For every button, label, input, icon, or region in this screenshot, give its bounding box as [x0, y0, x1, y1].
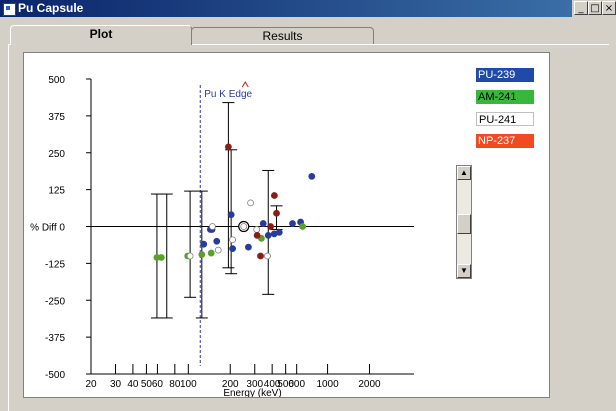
- y-tick-label: 375: [48, 112, 65, 123]
- k-edge-label: Pu K Edge: [204, 89, 252, 100]
- up-arrow-icon: ▲: [460, 168, 468, 177]
- x-tick-label: 300: [246, 379, 263, 390]
- x-tick-label: 1000: [316, 379, 339, 390]
- data-point-pu-241: [247, 199, 254, 207]
- x-tick-label: 30: [110, 379, 122, 390]
- data-point-np-237: [273, 209, 280, 217]
- data-point-pu-239: [227, 211, 235, 219]
- x-tick-label: 20: [85, 379, 97, 390]
- x-tick-label: 40: [127, 379, 139, 390]
- legend-am241: AM-241: [476, 90, 534, 104]
- data-point-pu-239: [229, 245, 237, 253]
- scroll-up-button[interactable]: ▲: [457, 166, 471, 180]
- x-tick-label: 100: [180, 379, 197, 390]
- data-point-pu-241: [240, 223, 248, 230]
- x-tick-label: 80: [169, 379, 181, 390]
- close-button[interactable]: ×: [602, 1, 616, 15]
- data-point-np-237: [224, 143, 232, 151]
- maximize-button[interactable]: □: [588, 1, 602, 15]
- vertical-scrollbar[interactable]: ▲ ▼: [456, 165, 472, 279]
- data-point-np-237: [257, 252, 264, 260]
- y-tick-label: % Diff 0: [30, 223, 65, 234]
- tab-plot[interactable]: Plot: [10, 25, 192, 45]
- data-point-pu-241: [186, 252, 194, 260]
- x-tick-label: 500: [277, 379, 294, 390]
- title-bar: Pu Capsule: [0, 0, 572, 17]
- x-tick-label: 200: [222, 379, 239, 390]
- data-point-pu-241: [214, 246, 222, 254]
- tab-results[interactable]: Results: [191, 27, 374, 44]
- y-tick-label: 500: [48, 75, 65, 86]
- legend-pu239: PU-239: [476, 68, 534, 82]
- x-axis-label: Energy (keV): [223, 388, 281, 397]
- data-point-am-241: [207, 249, 215, 257]
- data-point-pu-241: [253, 226, 261, 233]
- data-point-pu-239: [213, 237, 221, 245]
- data-point-np-237: [270, 192, 278, 199]
- y-tick-label: 250: [48, 149, 65, 160]
- chart-svg: 500 375 250 125 % Diff 0 -125 -250 -375 -500 20 30…: [30, 75, 414, 399]
- y-tick-label: -375: [45, 333, 65, 344]
- y-tick-label: -500: [45, 370, 65, 381]
- window-title: Pu Capsule: [18, 1, 84, 15]
- y-tick-label: -250: [45, 296, 65, 307]
- y-tick-label: -125: [45, 259, 65, 270]
- data-point-pu-239: [264, 231, 272, 239]
- tab-strip: Plot Results: [0, 17, 616, 45]
- data-point-pu-239: [308, 172, 316, 180]
- data-point-np-237: [267, 223, 275, 230]
- scroll-thumb[interactable]: [457, 214, 471, 234]
- x-tick-label: 2000: [358, 379, 381, 390]
- y-tick-label: 125: [48, 186, 65, 197]
- data-point-pu-239: [244, 243, 252, 251]
- data-point-pu-239: [259, 220, 267, 227]
- data-point-np-237: [253, 231, 261, 239]
- k-edge-marker: [241, 81, 249, 88]
- data-point-pu-241: [209, 223, 216, 230]
- app-icon: [3, 3, 16, 16]
- data-point-pu-239: [289, 220, 296, 227]
- scroll-down-button[interactable]: ▼: [457, 264, 471, 278]
- data-point-am-241: [157, 254, 165, 261]
- data-point-am-241: [198, 251, 206, 258]
- data-point-pu-241: [264, 252, 271, 260]
- x-tick-label: 600: [288, 379, 305, 390]
- data-point-pu-241: [229, 236, 237, 244]
- down-arrow-icon: ▼: [460, 266, 468, 275]
- x-tick-label: 60: [152, 379, 164, 390]
- data-point-am-241: [299, 223, 307, 230]
- data-point-pu-239: [200, 240, 208, 248]
- x-tick-label: 50: [141, 379, 153, 390]
- x-tick-label: 400: [264, 379, 281, 390]
- legend-np237: NP-237: [476, 134, 534, 148]
- data-point-pu-239: [275, 228, 283, 236]
- tab-panel: [8, 44, 609, 411]
- minimize-button[interactable]: _: [574, 1, 588, 15]
- legend-pu241: PU-241: [476, 112, 534, 126]
